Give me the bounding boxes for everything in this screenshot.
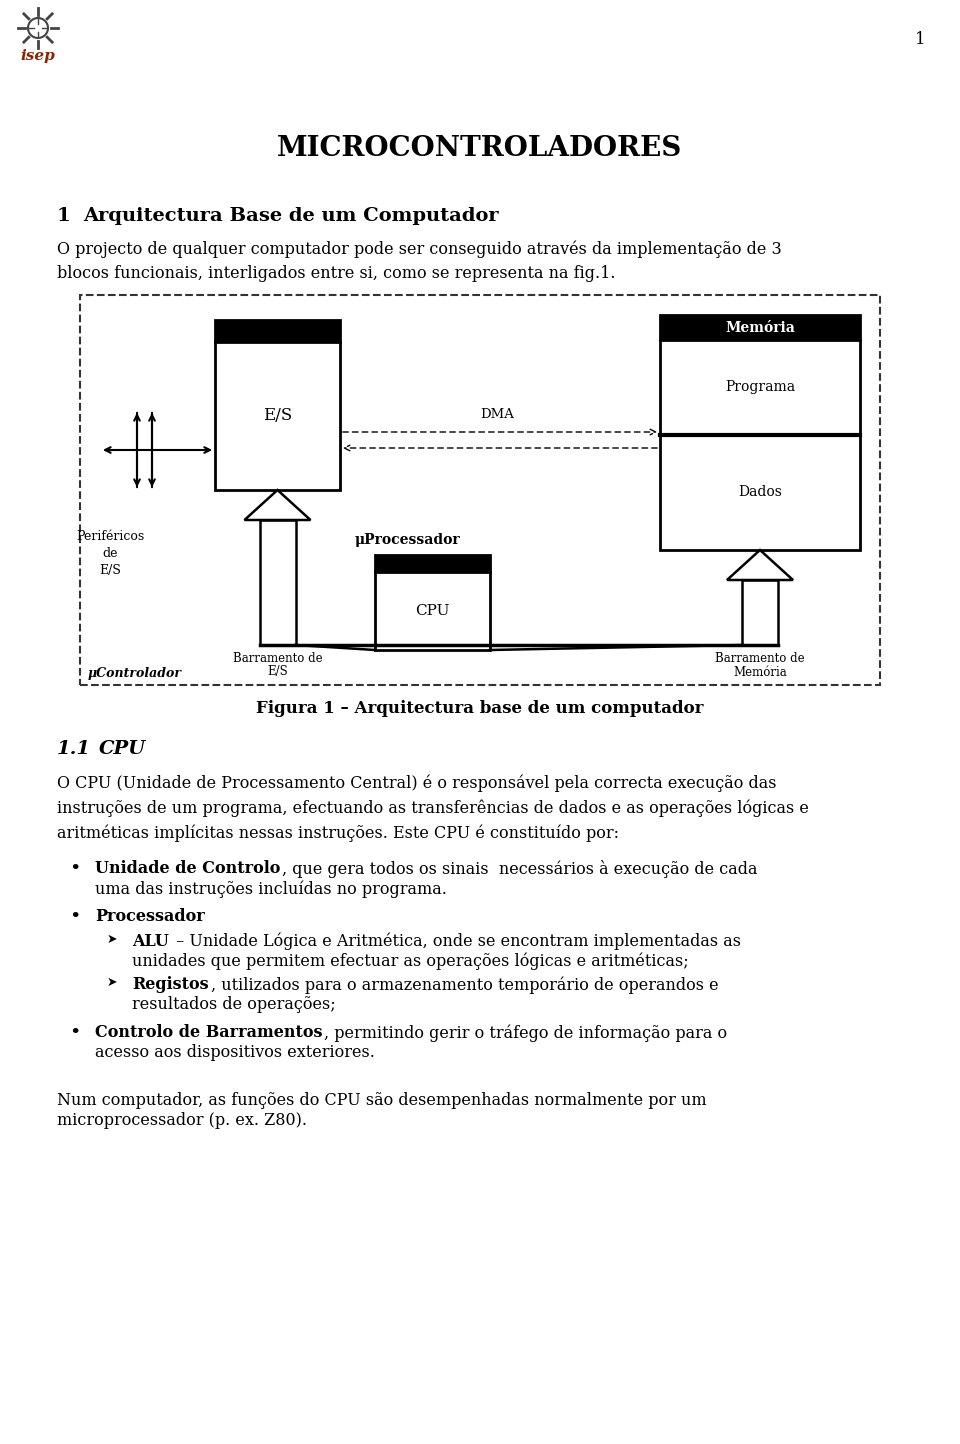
Bar bbox=[80, 295, 880, 684]
Text: CPU: CPU bbox=[416, 604, 449, 618]
Text: ➤: ➤ bbox=[107, 933, 117, 946]
Text: E/S: E/S bbox=[263, 407, 292, 425]
Text: CPU: CPU bbox=[99, 739, 146, 758]
Text: uma das instruções incluídas no programa.: uma das instruções incluídas no programa… bbox=[95, 879, 446, 898]
Text: isep: isep bbox=[20, 49, 56, 64]
Bar bbox=[215, 321, 340, 342]
Text: 1: 1 bbox=[915, 32, 925, 49]
Bar bbox=[375, 554, 490, 572]
Text: Processador: Processador bbox=[95, 908, 204, 926]
Text: E/S: E/S bbox=[267, 666, 288, 679]
Text: Periféricos
de
E/S: Periféricos de E/S bbox=[76, 530, 144, 578]
Text: Figura 1 – Arquitectura base de um computador: Figura 1 – Arquitectura base de um compu… bbox=[256, 700, 704, 718]
Text: unidades que permitem efectuar as operações lógicas e aritméticas;: unidades que permitem efectuar as operaç… bbox=[132, 953, 688, 970]
Text: Barramento de: Barramento de bbox=[232, 651, 323, 664]
Text: Barramento de: Barramento de bbox=[715, 651, 804, 664]
Text: Memória: Memória bbox=[733, 666, 787, 679]
Polygon shape bbox=[727, 550, 793, 580]
Bar bbox=[660, 435, 860, 550]
Bar bbox=[259, 520, 296, 645]
Text: microprocessador (p. ex. Z80).: microprocessador (p. ex. Z80). bbox=[57, 1112, 307, 1129]
Text: Unidade de Controlo: Unidade de Controlo bbox=[95, 861, 280, 877]
Bar bbox=[742, 580, 778, 645]
Polygon shape bbox=[245, 490, 310, 520]
Text: ALU: ALU bbox=[132, 933, 169, 950]
Text: DMA: DMA bbox=[480, 409, 514, 422]
Text: μControlador: μControlador bbox=[88, 667, 182, 680]
Text: , permitindo gerir o tráfego de informação para o: , permitindo gerir o tráfego de informaç… bbox=[324, 1024, 728, 1041]
Text: Num computador, as funções do CPU são desempenhadas normalmente por um: Num computador, as funções do CPU são de… bbox=[57, 1092, 707, 1109]
Text: Registos: Registos bbox=[132, 976, 208, 993]
Bar bbox=[660, 315, 860, 339]
Text: •: • bbox=[69, 1024, 81, 1043]
Text: , que gera todos os sinais  necessários à execução de cada: , que gera todos os sinais necessários à… bbox=[282, 861, 757, 878]
Bar bbox=[375, 572, 490, 650]
Text: MICROCONTROLADORES: MICROCONTROLADORES bbox=[277, 134, 683, 162]
Bar bbox=[660, 339, 860, 435]
Text: μProcessador: μProcessador bbox=[355, 533, 461, 547]
Text: Controlo de Barramentos: Controlo de Barramentos bbox=[95, 1024, 323, 1041]
Text: Arquitectura Base de um Computador: Arquitectura Base de um Computador bbox=[83, 206, 498, 225]
Text: •: • bbox=[69, 908, 81, 926]
Text: 1.1: 1.1 bbox=[57, 739, 91, 758]
Text: – Unidade Lógica e Aritmética, onde se encontram implementadas as: – Unidade Lógica e Aritmética, onde se e… bbox=[171, 933, 741, 950]
Bar bbox=[215, 342, 340, 490]
Text: O CPU (Unidade de Processamento Central) é o responsável pela correcta execução : O CPU (Unidade de Processamento Central)… bbox=[57, 775, 809, 842]
Text: 1: 1 bbox=[57, 206, 71, 225]
Text: Programa: Programa bbox=[725, 381, 795, 394]
Text: resultados de operações;: resultados de operações; bbox=[132, 996, 336, 1014]
Text: Dados: Dados bbox=[738, 485, 782, 500]
Text: O projecto de qualquer computador pode ser conseguido através da implementação d: O projecto de qualquer computador pode s… bbox=[57, 240, 781, 282]
Text: •: • bbox=[69, 861, 81, 878]
Text: , utilizados para o armazenamento temporário de operandos e: , utilizados para o armazenamento tempor… bbox=[210, 976, 718, 993]
Text: ➤: ➤ bbox=[107, 976, 117, 989]
Text: Memória: Memória bbox=[725, 321, 795, 335]
Text: acesso aos dispositivos exteriores.: acesso aos dispositivos exteriores. bbox=[95, 1044, 374, 1061]
